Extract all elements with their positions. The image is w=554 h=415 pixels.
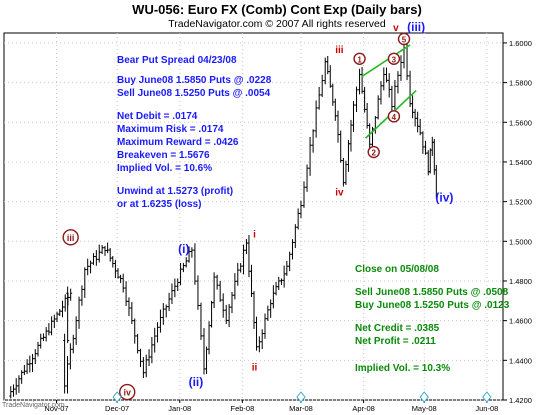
x-tick-label: Feb-08 bbox=[231, 404, 255, 413]
x-tick-label: Dec-07 bbox=[105, 404, 129, 413]
note-close-date: Close on 05/08/08 bbox=[355, 264, 439, 275]
chart-title: WU-056: Euro FX (Comb) Cont Exp (Daily b… bbox=[132, 2, 422, 17]
wave-label: 3 bbox=[392, 55, 397, 64]
wave-label: i bbox=[253, 229, 256, 240]
wave-label: (iii) bbox=[407, 20, 425, 34]
y-tick-label: 1.5600 bbox=[509, 118, 532, 127]
x-tick-label: Apr-08 bbox=[352, 404, 375, 413]
note-close-sell: Sell June08 1.5850 Puts @ .0508 bbox=[355, 287, 509, 298]
wave-label: (iv) bbox=[435, 191, 453, 205]
y-tick-label: 1.6000 bbox=[509, 39, 532, 48]
wave-label-circle bbox=[62, 229, 79, 246]
y-tick-label: 1.5200 bbox=[509, 198, 532, 207]
note-sell: Sell June08 1.5250 Puts @ .0054 bbox=[117, 88, 271, 99]
note-implied-vol: Implied Vol. = 10.6% bbox=[117, 163, 213, 174]
x-axis: Nov-07 Dec-07 Jan-08 Feb-08 Mar-08 Apr-08 May-… bbox=[44, 400, 498, 413]
wave-label: iii bbox=[335, 45, 344, 56]
wave-label: v bbox=[393, 23, 399, 34]
wave-label-circle bbox=[397, 32, 411, 46]
note-max-reward: Maximum Reward = .0426 bbox=[117, 137, 239, 148]
note-unwind-profit: Unwind at 1.5273 (profit) bbox=[117, 186, 234, 197]
y-tick-label: 1.4600 bbox=[509, 317, 532, 326]
note-net-credit: Net Credit = .0385 bbox=[355, 323, 440, 334]
y-tick-label: 1.5800 bbox=[509, 79, 532, 88]
y-tick-label: 1.5400 bbox=[509, 158, 532, 167]
wave-label-circle bbox=[387, 52, 401, 65]
diamond-marker-icon bbox=[419, 391, 429, 403]
note-breakeven: Breakeven = 1.5676 bbox=[117, 150, 210, 161]
y-tick-label: 1.5000 bbox=[509, 237, 532, 246]
diamond-marker-icon bbox=[482, 391, 492, 403]
x-tick-label: May-08 bbox=[412, 404, 437, 413]
y-axis: 1.6000 1.5800 1.5600 1.5400 1.5200 1.5000 1.48… bbox=[503, 39, 532, 405]
wave-label-circle bbox=[367, 145, 380, 159]
note-net-debit: Net Debit = .0174 bbox=[117, 111, 198, 122]
wave-label: ii bbox=[252, 362, 258, 373]
y-tick-label: 1.4800 bbox=[509, 277, 532, 286]
wave-label-circle bbox=[353, 52, 366, 65]
note-net-profit: Net Profit = .0211 bbox=[355, 336, 436, 347]
diamond-marker-icon bbox=[112, 391, 122, 403]
diamond-marker-icon bbox=[296, 391, 306, 403]
note-buy: Buy June08 1.5850 Puts @ .0228 bbox=[117, 75, 272, 86]
watermark: TradeNavigator.com bbox=[2, 402, 65, 409]
wave-label: 4 bbox=[392, 113, 397, 122]
channel-line bbox=[361, 44, 411, 78]
note-max-risk: Maximum Risk = .0174 bbox=[117, 124, 224, 135]
x-tick-label: Mar-08 bbox=[289, 404, 313, 413]
chart-subtitle: TradeNavigator.com © 2007 All rights res… bbox=[168, 18, 386, 30]
plot-frame bbox=[3, 32, 504, 401]
wave-label: iv bbox=[123, 388, 131, 398]
x-tick-label: Nov-07 bbox=[44, 404, 68, 413]
note-strategy: Bear Put Spread 04/23/08 bbox=[117, 55, 237, 66]
wave-label: iii bbox=[67, 233, 75, 243]
wave-label: (i) bbox=[178, 242, 189, 256]
price-bars bbox=[9, 39, 438, 399]
y-tick-label: 1.4200 bbox=[509, 396, 532, 405]
wave-label: iv bbox=[335, 188, 344, 199]
wave-label: (ii) bbox=[189, 375, 204, 389]
wave-label: 2 bbox=[371, 149, 376, 158]
wave-label-circle bbox=[119, 383, 136, 401]
x-tick-label: Jan-08 bbox=[168, 404, 191, 413]
wave-label: 1 bbox=[357, 55, 362, 64]
wave-label: 5 bbox=[402, 35, 407, 44]
note-unwind-loss: or at 1.6235 (loss) bbox=[117, 199, 202, 210]
note-close-implied-vol: Implied Vol. = 10.3% bbox=[355, 363, 451, 374]
wave-label-circle bbox=[387, 110, 401, 123]
x-tick-label: Jun-08 bbox=[475, 404, 498, 413]
note-close-buy: Buy June08 1.5250 Puts @ .0123 bbox=[355, 300, 510, 311]
y-tick-label: 1.4400 bbox=[509, 356, 532, 365]
